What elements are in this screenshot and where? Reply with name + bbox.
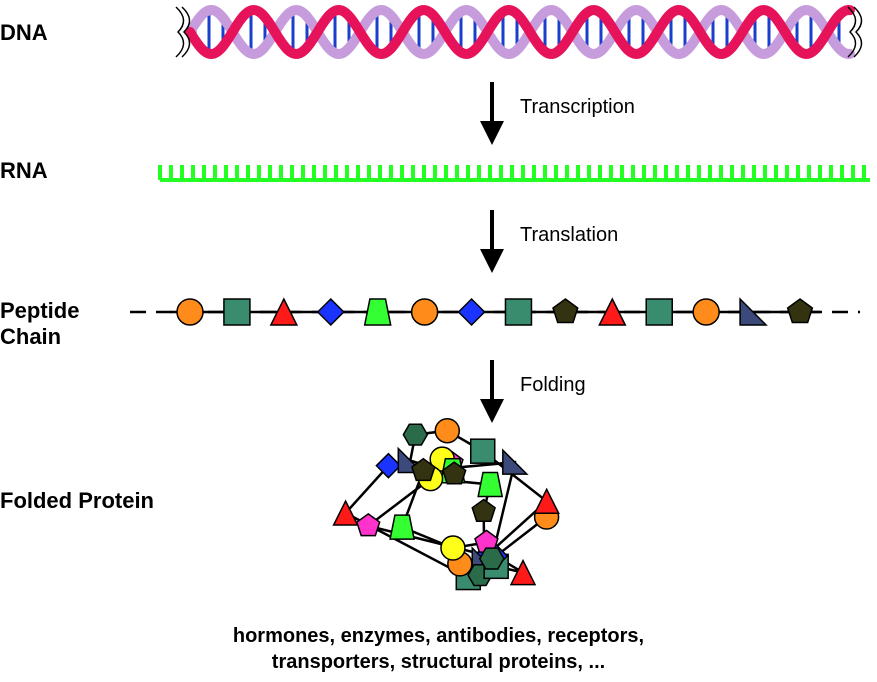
arrows (0, 0, 877, 682)
